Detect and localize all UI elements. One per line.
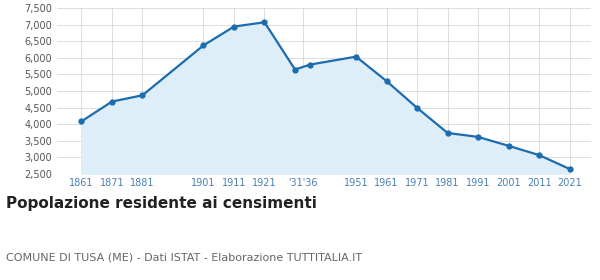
Text: Popolazione residente ai censimenti: Popolazione residente ai censimenti xyxy=(6,196,317,211)
Text: COMUNE DI TUSA (ME) - Dati ISTAT - Elaborazione TUTTITALIA.IT: COMUNE DI TUSA (ME) - Dati ISTAT - Elabo… xyxy=(6,252,362,262)
